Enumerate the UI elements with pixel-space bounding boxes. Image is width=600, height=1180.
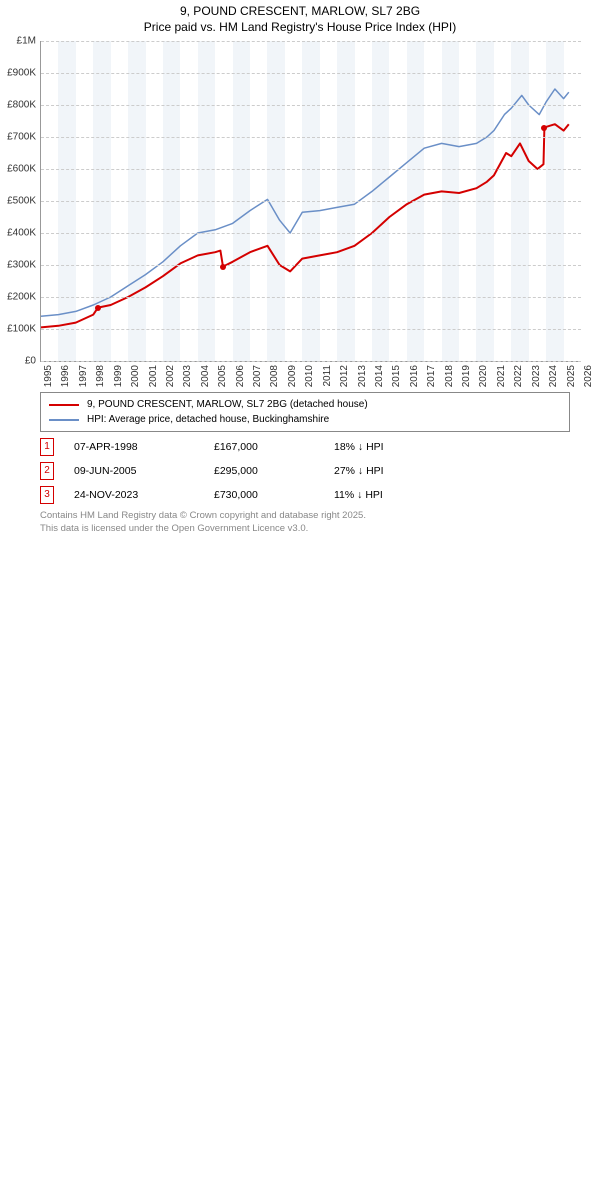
y-axis-label: £300K	[7, 260, 36, 271]
sale-price: £167,000	[214, 441, 334, 453]
x-axis-label: 1999	[113, 365, 124, 387]
sale-row-marker: 2	[40, 462, 54, 480]
y-axis-label: £800K	[7, 100, 36, 111]
x-axis-label: 2012	[339, 365, 350, 387]
series-hpi	[41, 89, 569, 316]
x-axis-label: 2013	[357, 365, 368, 387]
grid-line	[41, 169, 581, 170]
x-axis-label: 2016	[409, 365, 420, 387]
x-axis-label: 2007	[252, 365, 263, 387]
grid-line	[41, 361, 581, 362]
sale-row-marker: 1	[40, 438, 54, 456]
grid-line	[41, 297, 581, 298]
chart-title: 9, POUND CRESCENT, MARLOW, SL7 2BG Price…	[0, 4, 600, 35]
x-axis-label: 2021	[496, 365, 507, 387]
x-axis-label: 2003	[182, 365, 193, 387]
x-axis-label: 2000	[130, 365, 141, 387]
x-axis-label: 2001	[148, 365, 159, 387]
sale-date: 24-NOV-2023	[74, 489, 214, 501]
footer-line-2: This data is licensed under the Open Gov…	[40, 523, 308, 534]
y-axis-label: £0	[25, 356, 36, 367]
grid-line	[41, 201, 581, 202]
sale-price: £295,000	[214, 465, 334, 477]
legend-label: HPI: Average price, detached house, Buck…	[87, 412, 329, 427]
x-axis-label: 1997	[78, 365, 89, 387]
sale-row-marker: 3	[40, 486, 54, 504]
plot-region: 123	[40, 41, 581, 362]
x-axis-label: 2010	[304, 365, 315, 387]
sale-date: 07-APR-1998	[74, 441, 214, 453]
legend-swatch	[49, 419, 79, 421]
legend-label: 9, POUND CRESCENT, MARLOW, SL7 2BG (deta…	[87, 397, 368, 412]
x-axis-label: 2024	[548, 365, 559, 387]
x-axis-label: 1998	[95, 365, 106, 387]
grid-line	[41, 41, 581, 42]
y-axis-label: £1M	[17, 36, 36, 47]
y-axis-label: £100K	[7, 324, 36, 335]
sale-diff: 27% ↓ HPI	[334, 465, 384, 477]
y-axis-label: £400K	[7, 228, 36, 239]
legend-row: 9, POUND CRESCENT, MARLOW, SL7 2BG (deta…	[49, 397, 561, 412]
footer-attribution: Contains HM Land Registry data © Crown c…	[40, 510, 570, 535]
legend: 9, POUND CRESCENT, MARLOW, SL7 2BG (deta…	[40, 392, 570, 432]
x-axis-label: 2005	[217, 365, 228, 387]
x-axis-label: 2004	[200, 365, 211, 387]
title-line-2: Price paid vs. HM Land Registry's House …	[144, 20, 456, 34]
x-axis-label: 2020	[478, 365, 489, 387]
x-axis-label: 2008	[269, 365, 280, 387]
x-axis-label: 2019	[461, 365, 472, 387]
x-axis-label: 2014	[374, 365, 385, 387]
x-axis-label: 2023	[531, 365, 542, 387]
y-axis-label: £900K	[7, 68, 36, 79]
chart-area: 123 £0£100K£200K£300K£400K£500K£600K£700…	[40, 41, 580, 386]
grid-line	[41, 329, 581, 330]
sale-row: 3 24-NOV-2023£730,00011% ↓ HPI	[40, 486, 570, 504]
x-axis-label: 1995	[43, 365, 54, 387]
x-axis-label: 2006	[235, 365, 246, 387]
x-axis-label: 2015	[391, 365, 402, 387]
sale-diff: 11% ↓ HPI	[334, 489, 383, 501]
y-axis-label: £700K	[7, 132, 36, 143]
grid-line	[41, 105, 581, 106]
grid-line	[41, 73, 581, 74]
sales-table: 1 07-APR-1998£167,00018% ↓ HPI 2 09-JUN-200…	[40, 438, 570, 504]
grid-line	[41, 265, 581, 266]
sale-date: 09-JUN-2005	[74, 465, 214, 477]
x-axis-label: 2017	[426, 365, 437, 387]
sale-row: 1 07-APR-1998£167,00018% ↓ HPI	[40, 438, 570, 456]
sale-dot	[541, 125, 547, 131]
y-axis-label: £200K	[7, 292, 36, 303]
x-axis-label: 2018	[444, 365, 455, 387]
grid-line	[41, 233, 581, 234]
sale-price: £730,000	[214, 489, 334, 501]
x-axis-label: 2011	[322, 365, 333, 387]
x-axis-label: 2025	[566, 365, 577, 387]
title-line-1: 9, POUND CRESCENT, MARLOW, SL7 2BG	[180, 4, 420, 18]
y-axis-label: £500K	[7, 196, 36, 207]
legend-row: HPI: Average price, detached house, Buck…	[49, 412, 561, 427]
sale-dot	[95, 305, 101, 311]
x-axis-label: 2026	[583, 365, 594, 387]
x-axis-label: 2022	[513, 365, 524, 387]
x-axis-label: 2002	[165, 365, 176, 387]
sale-diff: 18% ↓ HPI	[334, 441, 384, 453]
y-axis-label: £600K	[7, 164, 36, 175]
grid-line	[41, 137, 581, 138]
sale-row: 2 09-JUN-2005£295,00027% ↓ HPI	[40, 462, 570, 480]
footer-line-1: Contains HM Land Registry data © Crown c…	[40, 510, 366, 521]
sale-dot	[220, 264, 226, 270]
x-axis-label: 1996	[60, 365, 71, 387]
x-axis-label: 2009	[287, 365, 298, 387]
legend-swatch	[49, 404, 79, 406]
